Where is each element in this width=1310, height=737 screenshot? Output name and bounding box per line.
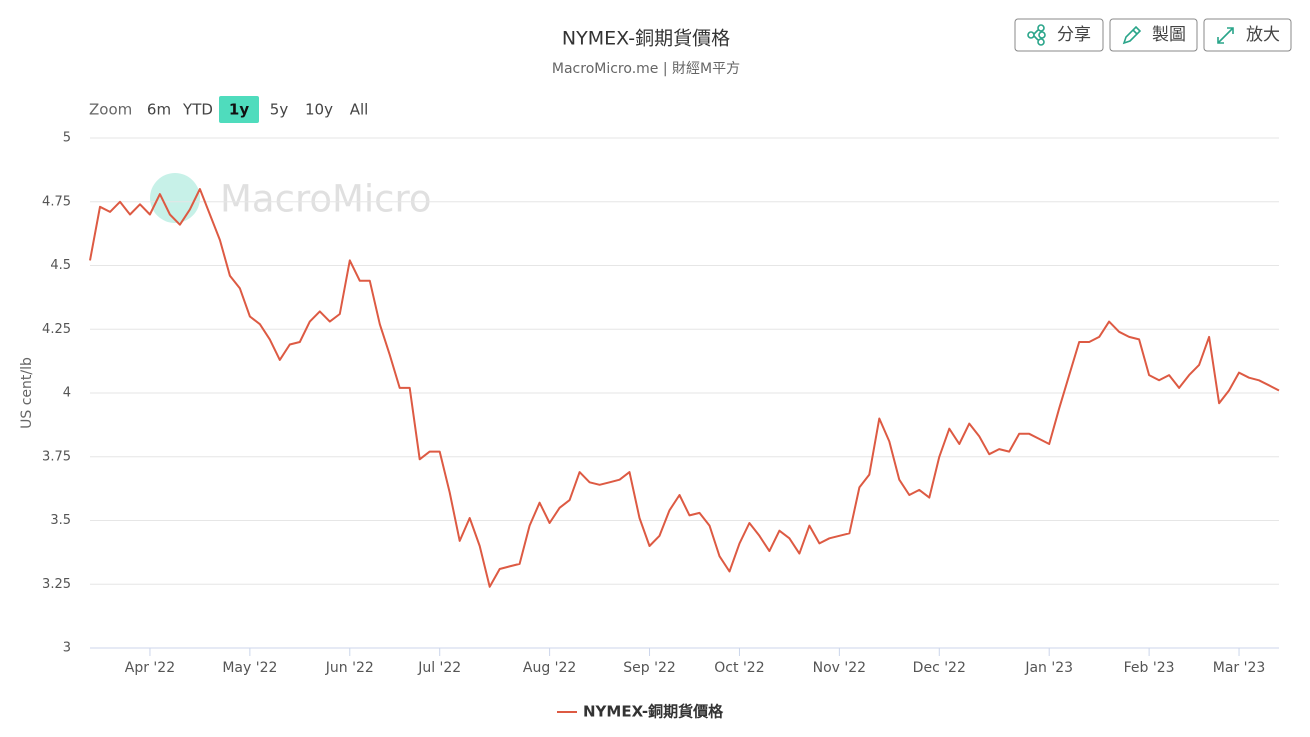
expand-icon [1217, 27, 1234, 44]
expand-button[interactable]: 放大 [1203, 18, 1292, 52]
watermark: MacroMicro [150, 173, 432, 223]
x-tick-label: Aug '22 [523, 660, 576, 676]
zoom-options: 6m YTD 1y 5y 10y All [147, 96, 368, 123]
draw-button[interactable]: 製圖 [1109, 18, 1198, 52]
x-tick-label: Nov '22 [813, 660, 866, 676]
watermark-logo [150, 173, 200, 223]
share-icon [1027, 24, 1046, 46]
x-tick-label: Dec '22 [913, 660, 966, 676]
x-tick-label: Jan '23 [1024, 660, 1073, 676]
series-line [89, 188, 1280, 588]
share-button[interactable]: 分享 [1014, 18, 1104, 52]
button-frame [1109, 18, 1198, 52]
zoom-option-label: 5y [270, 101, 289, 119]
zoom-option[interactable]: YTD [182, 101, 213, 119]
y-tick-label: 4 [63, 386, 71, 401]
legend-item[interactable]: NYMEX-銅期貨價格 [557, 703, 724, 721]
button-frame [1203, 18, 1292, 52]
zoom-label: Zoom [89, 101, 132, 119]
x-tick-label: May '22 [222, 660, 277, 676]
zoom-option[interactable]: 1y [219, 96, 259, 123]
zoom-option[interactable]: 5y [270, 101, 289, 119]
y-tick-label: 3.75 [42, 449, 71, 464]
y-tick-label: 4.5 [50, 258, 71, 273]
zoom-option-label: YTD [182, 101, 213, 119]
y-tick-label: 4.25 [42, 322, 71, 337]
chart-title: NYMEX-銅期貨價格 [562, 28, 730, 50]
button-label: 製圖 [1152, 25, 1186, 45]
zoom-option-label: All [350, 101, 369, 119]
chart-subtitle: MacroMicro.me | 財經M平方 [552, 61, 740, 77]
y-tick-label: 3 [63, 641, 71, 656]
x-tick-label: Apr '22 [125, 660, 175, 676]
zoom-option[interactable]: 10y [305, 101, 333, 119]
x-tick-label: Sep '22 [623, 660, 676, 676]
y-axis-label: US cent/lb [19, 357, 35, 429]
button-label: 放大 [1246, 25, 1280, 45]
zoom-option-label: 10y [305, 101, 333, 119]
x-tick-label: Jun '22 [325, 660, 374, 676]
button-label: 分享 [1057, 25, 1091, 45]
pencil-icon [1122, 25, 1142, 45]
x-tick-label: Jul '22 [417, 660, 461, 676]
zoom-option-label: 6m [147, 101, 171, 119]
legend-label: NYMEX-銅期貨價格 [583, 703, 724, 721]
x-tick-label: Feb '23 [1124, 660, 1175, 676]
zoom-option[interactable]: 6m [147, 101, 171, 119]
x-tick-label: Mar '23 [1213, 660, 1266, 676]
zoom-option[interactable]: All [350, 101, 369, 119]
y-tick-label: 5 [63, 131, 71, 146]
y-tick-label: 4.75 [42, 194, 71, 209]
watermark-text: MacroMicro [220, 178, 432, 221]
plot-area: 3 3.25 3.5 3.75 4 4.25 4.5 4.75 5 Apr '22 May '22 J… [42, 131, 1280, 721]
y-tick-label: 3.5 [50, 513, 71, 528]
x-tick-label: Oct '22 [714, 660, 764, 676]
zoom-option-label: 1y [229, 101, 249, 119]
button-frame [1014, 18, 1104, 52]
zoom-active-bg [219, 96, 259, 123]
y-tick-label: 3.25 [42, 577, 71, 592]
